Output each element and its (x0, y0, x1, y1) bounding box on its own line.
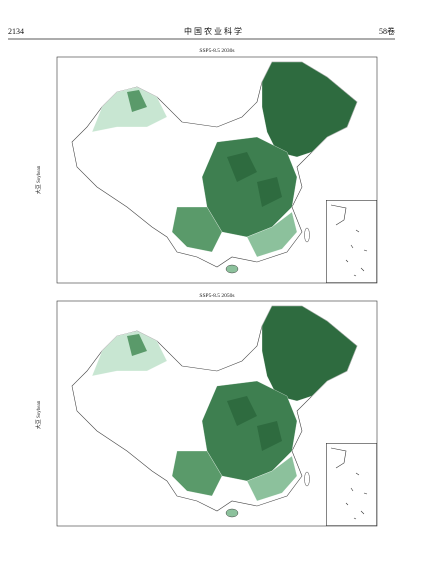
page-number: 2134 (8, 27, 24, 36)
inset-map (326, 200, 376, 282)
figure-title: SSP5-8.5 2030s (199, 48, 234, 54)
journal-name: 中 国 农 业 科 学 (184, 26, 242, 36)
y-label: 大豆 Soybean (35, 165, 42, 194)
inset-map (326, 443, 376, 525)
figure-title: SSP5-8.5 2050s (199, 293, 234, 299)
y-label: 大豆 Soybean (35, 400, 42, 429)
volume: 58卷 (379, 26, 395, 36)
figure-1: SSP5-8.5 2030s 大豆 Soybean (35, 48, 378, 284)
figure-2: SSP5-8.5 2050s 大豆 Soybean (35, 293, 378, 527)
